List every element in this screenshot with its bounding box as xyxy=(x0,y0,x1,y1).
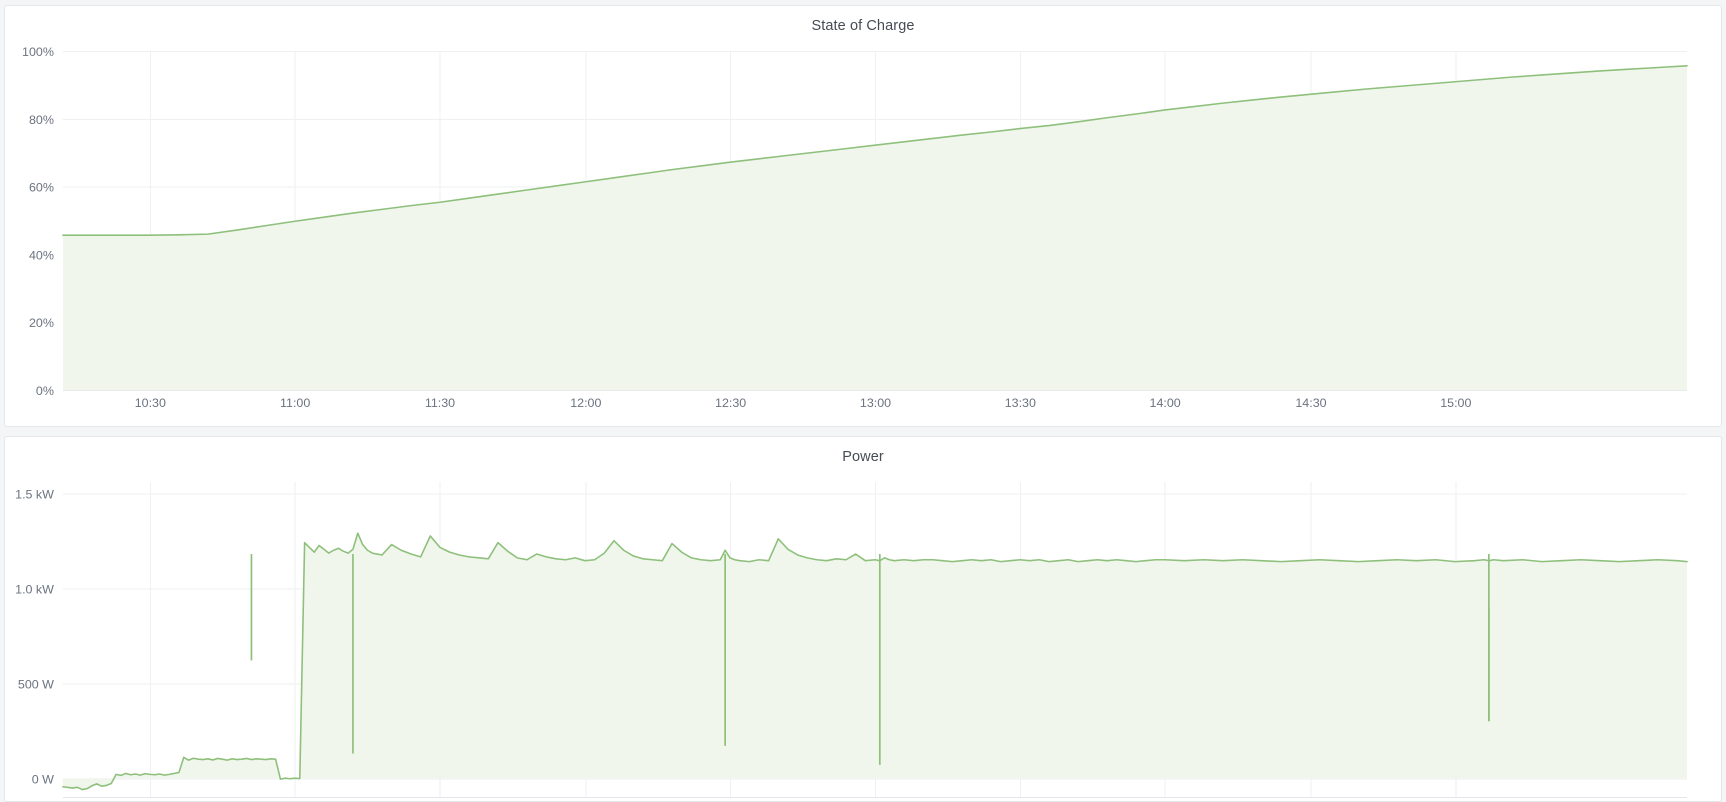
y-axis-tick-label: 1.5 kW xyxy=(15,488,54,502)
panel-power[interactable]: Power 0 W 500 W 1.0 kW 1.5 kW xyxy=(4,435,1722,802)
y-axis-tick-label: 40% xyxy=(29,249,54,263)
x-axis-tick-label: 12:00 xyxy=(570,396,601,410)
panel-state-of-charge[interactable]: State of Charge 0% 20% 40% 60% 80% 100% 10:30 1… xyxy=(4,5,1722,427)
panel-title-state-of-charge: State of Charge xyxy=(811,18,915,34)
x-axis-tick-label: 14:00 xyxy=(1150,396,1181,410)
x-axis-tick-label: 10:30 xyxy=(135,396,166,410)
x-axis-tick-label: 15:00 xyxy=(1440,396,1471,410)
chart-state-of-charge[interactable]: 0% 20% 40% 60% 80% 100% 10:30 11:00 11:30 12:00 12… xyxy=(5,39,1721,426)
y-axis-tick-label: 20% xyxy=(29,316,54,330)
series-line-state-of-charge[interactable] xyxy=(62,65,1688,236)
panel-body-power[interactable]: 0 W 500 W 1.0 kW 1.5 kW xyxy=(5,470,1721,801)
x-axis-tick-label: 12:30 xyxy=(715,396,746,410)
y-axis-tick-label: 1.0 kW xyxy=(15,582,54,596)
series-area-state-of-charge xyxy=(62,65,1688,391)
y-axis-tick-label: 0% xyxy=(36,384,54,398)
panel-body-state-of-charge[interactable]: 0% 20% 40% 60% 80% 100% 10:30 11:00 11:30 12:00 12… xyxy=(5,39,1721,426)
series-area-power xyxy=(62,533,1688,790)
x-axis-tick-label: 11:30 xyxy=(425,396,455,410)
x-axis-tick-label: 14:30 xyxy=(1295,396,1326,410)
chart-power[interactable]: 0 W 500 W 1.0 kW 1.5 kW xyxy=(5,470,1721,801)
y-axis-tick-label: 0 W xyxy=(32,772,54,786)
series-line-power[interactable] xyxy=(62,532,1688,791)
x-axis-tick-label: 13:30 xyxy=(1005,396,1036,410)
y-axis-tick-label: 500 W xyxy=(18,677,54,691)
x-axis-tick-label: 13:00 xyxy=(860,396,891,410)
y-axis-tick-label: 60% xyxy=(29,180,54,194)
y-axis-tick-label: 100% xyxy=(22,45,54,59)
panel-title-power: Power xyxy=(842,448,884,465)
x-axis-tick-label: 11:00 xyxy=(280,396,310,410)
y-axis-tick-label: 80% xyxy=(29,113,54,127)
